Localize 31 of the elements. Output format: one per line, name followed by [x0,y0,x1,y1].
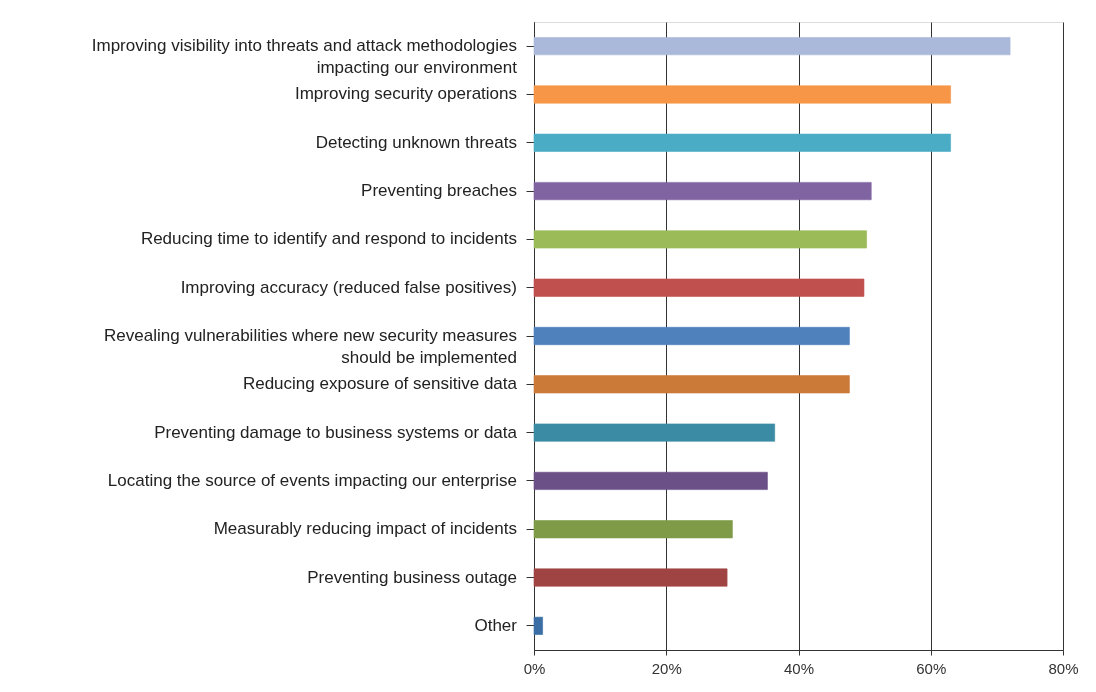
bar [533,375,850,394]
bar [533,278,865,297]
y-tick-label: Reducing time to identify and respond to incidents [140,229,517,249]
bar [533,326,850,346]
x-tick-label: 0% [523,659,546,677]
x-tick-label: 20% [651,659,682,677]
y-tick-label: Preventing business outage [307,567,517,587]
bar [533,181,872,201]
y-tick-label: Improving accuracy (reduced false positives) [180,277,517,297]
bar [533,616,544,636]
y-tick-label: Preventing damage to business systems or data [154,422,518,442]
y-tick-label: Improving visibility into threats and attack methodologies impacting our environment [91,36,518,78]
y-tick-label: Preventing breaches [361,181,517,201]
y-tick-label: Other [474,615,518,635]
bar [533,423,776,442]
bar [533,230,868,249]
y-tick-label: Measurably reducing impact of incidents [213,519,517,539]
bar [533,85,952,104]
bar [533,471,768,491]
bar [533,568,728,587]
y-tick-label: Improving security operations [294,84,517,104]
bar [533,520,733,539]
y-tick-label: Detecting unknown threats [315,132,517,152]
x-tick-label: 60% [916,659,947,677]
bar [533,133,952,152]
x-tick-label: 80% [1048,659,1079,677]
y-tick-label: Revealing vulnerabilities where new security measures should be implemented [104,326,517,367]
y-tick-label: Reducing exposure of sensitive data [242,374,518,394]
x-tick-label: 40% [783,659,815,677]
y-tick-label: Locating the source of events impacting our enterprise [107,470,517,490]
bar [533,36,1011,56]
